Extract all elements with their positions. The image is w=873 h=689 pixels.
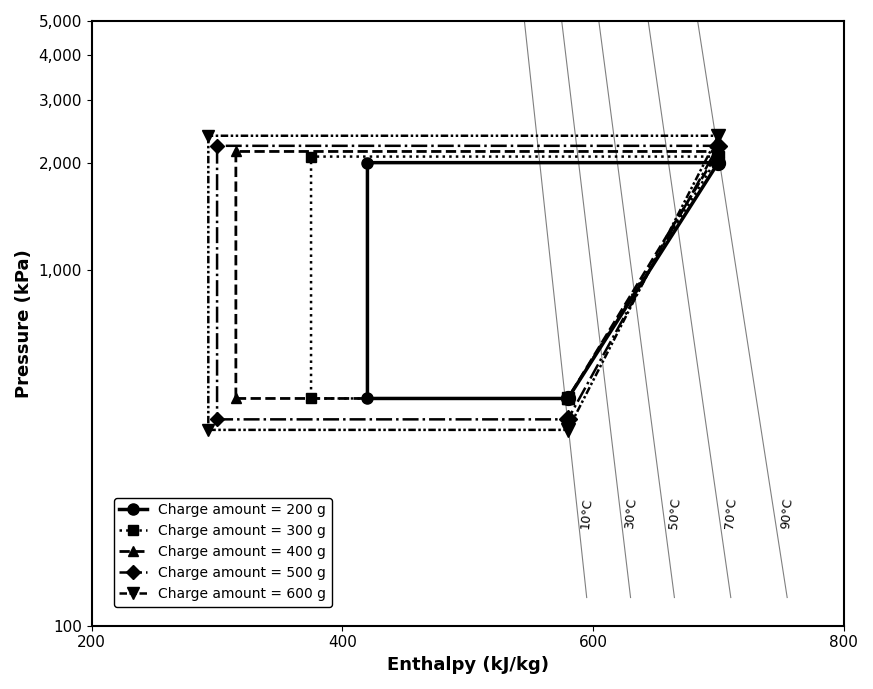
Text: 30°C: 30°C — [622, 497, 638, 529]
Legend: Charge amount = 200 g, Charge amount = 300 g, Charge amount = 400 g, Charge amou: Charge amount = 200 g, Charge amount = 3… — [113, 497, 332, 607]
X-axis label: Enthalpy (kJ/kg): Enthalpy (kJ/kg) — [387, 656, 548, 674]
Text: 70°C: 70°C — [723, 497, 739, 529]
Y-axis label: Pressure (kPa): Pressure (kPa) — [15, 249, 33, 398]
Text: 50°C: 50°C — [667, 497, 682, 529]
Text: 90°C: 90°C — [780, 497, 795, 529]
Text: 10°C: 10°C — [579, 497, 595, 529]
